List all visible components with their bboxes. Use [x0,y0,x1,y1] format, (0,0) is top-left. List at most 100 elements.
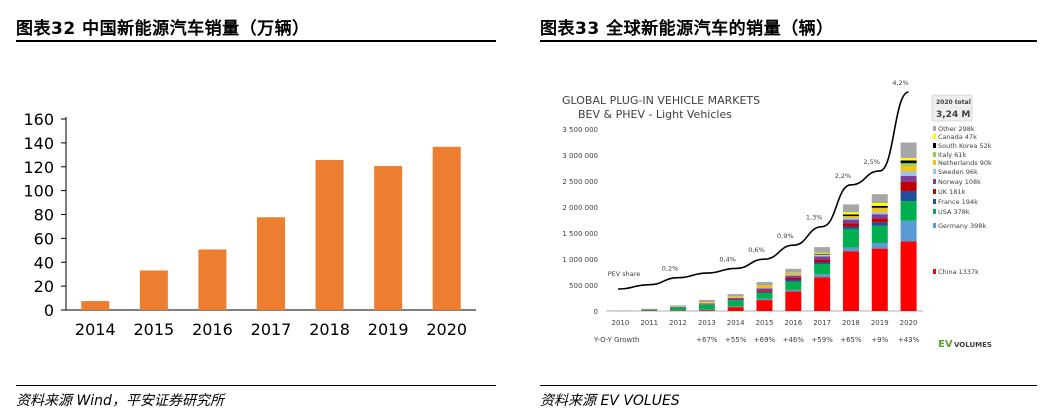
segment-canada-2016 [785,272,802,274]
segment-uk-2020 [900,181,917,192]
x-tick-label: 2016 [192,320,233,339]
total-value: 3,24 M [936,110,970,120]
segment-uk-2015 [756,290,773,292]
pev-share-label: 0,6% [748,246,765,254]
segment-norway-2016 [785,275,802,278]
segment-sweden-2016 [785,274,802,276]
x-tick-label: 2019 [368,320,409,339]
segment-south_korea-2020 [900,160,917,164]
y-tick-label: 3 000 000 [562,152,598,160]
right-chart-title: 图表33 全球新能源汽车的销量（辆） [540,19,834,39]
segment-china-2020 [900,241,917,311]
y-tick-label: 100 [23,182,54,201]
pev-share-label: 0,4% [719,255,736,263]
legend-swatch-france [933,199,936,204]
segment-netherlands-2019 [871,208,888,213]
bar-2018 [315,160,344,310]
segment-sweden-2020 [900,171,917,177]
bar-2015 [139,270,168,310]
x-tick-label: 2012 [669,319,687,327]
legend-swatch-italy [933,152,936,157]
left-chart-title: 图表32 中国新能源汽车销量（万辆） [16,19,310,39]
right-source-rule [540,385,1037,386]
y-tick-label: 500 000 [569,282,598,290]
segment-france-2016 [785,279,802,282]
pev-share-label: 1,3% [806,214,823,222]
china-sales-chart: 0 20 40 60 80 100 120 140 160 2014 2015 2016 2017 201… [23,110,476,339]
segment-sweden-2018 [842,218,859,220]
segment-germany-2018 [842,247,859,252]
segment-other-2018 [842,204,859,213]
segment-france-2019 [871,222,888,226]
pev-share-label: 2,2% [835,172,852,180]
segment-netherlands-2014 [727,296,744,298]
right-source: 资料来源 EV VOLUES [540,393,680,409]
yoy-growth-label: +65% [840,336,862,344]
legend-swatch-other [933,126,936,131]
pev-share-label: 0,9% [777,232,794,240]
yoy-growth-label: +55% [725,336,747,344]
yoy-growth-label: +69% [754,336,776,344]
segment-france-2020 [900,191,917,202]
left-source: 资料来源 Wind，平安证券研究所 [16,393,224,409]
y-tick-label: 60 [34,229,54,248]
segment-other-2014 [727,294,744,297]
segment-france-2015 [756,291,773,293]
y-tick-label: 2 000 000 [562,204,598,212]
y-tick-label: 20 [34,277,54,296]
segment-usa-2015 [756,292,773,299]
segment-norway-2020 [900,176,917,182]
y-tick-label: 40 [34,253,54,272]
segment-china-2014 [727,307,744,311]
segment-canada-2019 [871,202,888,206]
y-tick-label: 120 [23,158,54,177]
segment-usa-2013 [698,304,715,310]
segment-netherlands-2018 [842,216,859,219]
segment-germany-2014 [727,306,744,308]
series-label-china: China 1337k [938,268,979,276]
series-label-norway: Norway 108k [938,178,981,186]
segment-sweden-2019 [871,212,888,215]
yoy-growth-label: +9% [871,336,888,344]
segment-canada-2017 [814,252,831,254]
y-tick-label: 3 500 000 [562,126,598,134]
y-tick-label: 80 [34,206,54,225]
x-tick-label: 2014 [727,319,745,327]
segment-norway-2017 [814,256,831,260]
yoy-growth-label: +43% [898,336,920,344]
segment-uk-2016 [785,277,802,280]
y-tick-label: 1 000 000 [562,256,598,264]
legend-swatch-usa [933,209,936,214]
segment-germany-2015 [756,298,773,301]
segment-other-2012 [670,305,687,307]
series-label-netherlands: Netherlands 90k [938,159,992,167]
segment-usa-2020 [900,201,917,221]
y-tick-label: 2 500 000 [562,178,598,186]
x-tick-label: 2011 [640,319,658,327]
yoy-growth-label: +46% [783,336,805,344]
segment-norway-2015 [756,288,773,291]
segment-china-2019 [871,248,888,311]
x-tick-label: 2020 [426,320,467,339]
left-source-rule [16,385,496,386]
x-tick-label: 2014 [75,320,116,339]
segment-other-2020 [900,142,917,159]
x-tick-label: 2019 [871,319,889,327]
segment-china-2012 [670,310,687,311]
segment-netherlands-2017 [814,254,831,256]
pev-share-title: PEV share [608,270,641,278]
segment-italy-2018 [842,216,859,217]
x-tick-label: 2015 [133,320,174,339]
x-tick-label: 2020 [900,319,918,327]
left-title-rule [16,40,496,42]
segment-france-2014 [727,299,744,301]
bar-2017 [257,217,285,310]
segment-china-2016 [785,291,802,311]
segment-germany-2020 [900,220,917,242]
legend-swatch-netherlands [933,160,936,165]
segment-usa-2012 [670,307,687,311]
x-tick-label: 2017 [251,320,292,339]
series-label-italy: Italy 61k [938,151,966,159]
legend-swatch-norway [933,179,936,184]
